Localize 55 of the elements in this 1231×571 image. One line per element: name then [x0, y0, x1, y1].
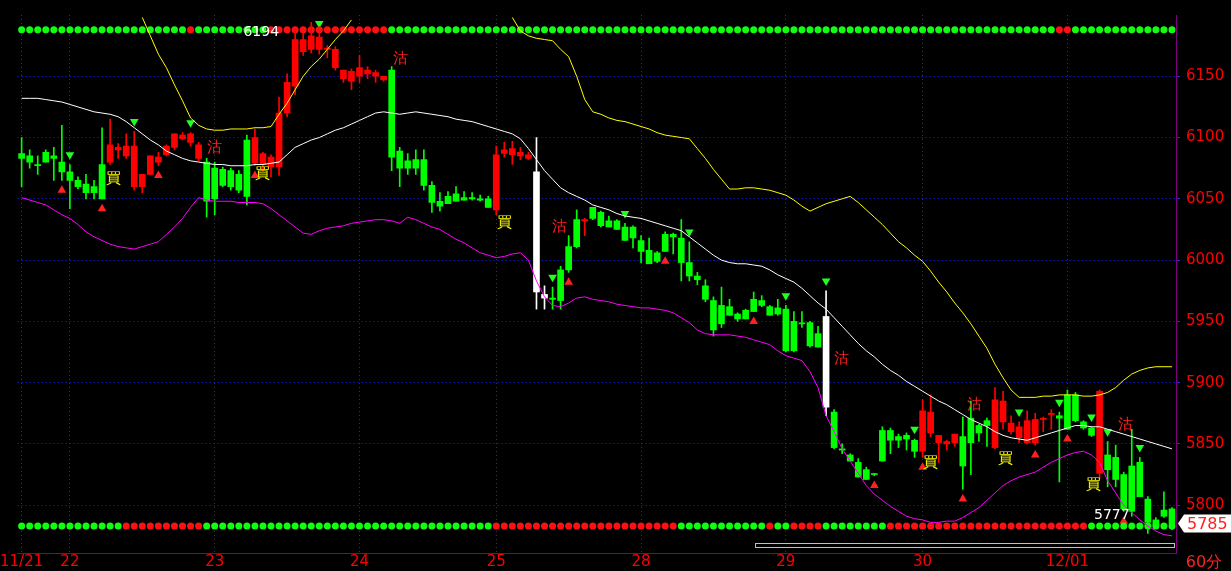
y-tick-label: 6150 — [1186, 66, 1225, 85]
annotation: 買 — [105, 168, 121, 187]
point — [57, 185, 67, 193]
point — [749, 316, 758, 324]
point — [1087, 414, 1096, 422]
point — [1055, 399, 1064, 408]
annotation: 買 — [1086, 474, 1102, 493]
annotation: 買 — [496, 212, 512, 231]
x-tick-label: 29 — [776, 551, 796, 570]
annotation: 沽 — [1118, 415, 1134, 434]
x-tick-label: 22 — [60, 551, 80, 570]
annotation: 沽 — [552, 216, 568, 235]
y-tick-label: 5900 — [1186, 372, 1225, 391]
text: 5785 — [1187, 513, 1228, 533]
annotation: 沽 — [967, 394, 983, 413]
x-tick-label: 11/21 — [0, 551, 44, 570]
point — [1014, 409, 1024, 418]
text: 60分 — [1185, 552, 1223, 571]
annotation: 沽 — [393, 49, 409, 68]
annotation: 6194 — [243, 22, 280, 39]
x-tick-label: 23 — [205, 551, 225, 570]
point — [910, 426, 919, 435]
annotation: 買 — [255, 163, 271, 182]
point — [1063, 434, 1072, 442]
annotation: 沽 — [207, 138, 223, 157]
x-tick-label: 24 — [349, 551, 370, 570]
y-tick-label: 5850 — [1186, 433, 1225, 452]
point — [564, 277, 573, 285]
point — [129, 119, 139, 127]
x-tick-label: 30 — [913, 551, 933, 570]
point — [65, 152, 75, 160]
x-tick-label: 12/01 — [1045, 551, 1090, 570]
y-tick-label: 5800 — [1186, 495, 1225, 514]
point — [684, 229, 694, 237]
x-tick-label: 25 — [486, 551, 506, 570]
point — [870, 480, 879, 489]
annotation: 5777 — [1094, 506, 1130, 523]
point — [1030, 449, 1040, 458]
point — [186, 120, 195, 128]
annotation: 買 — [923, 453, 939, 472]
point — [821, 278, 831, 286]
point — [154, 170, 163, 179]
annotation: 買 — [997, 448, 1013, 467]
y-tick-label: 6100 — [1186, 127, 1225, 146]
point — [781, 293, 791, 301]
point — [97, 203, 107, 212]
point — [1135, 445, 1145, 453]
point — [548, 274, 557, 283]
y-tick-label: 6000 — [1186, 249, 1225, 268]
point — [660, 256, 670, 264]
x-tick-label: 28 — [631, 551, 651, 570]
point — [958, 494, 968, 502]
annotation: 沽 — [833, 348, 849, 367]
y-tick-label: 5950 — [1186, 311, 1225, 330]
y-tick-label: 6050 — [1186, 188, 1225, 207]
